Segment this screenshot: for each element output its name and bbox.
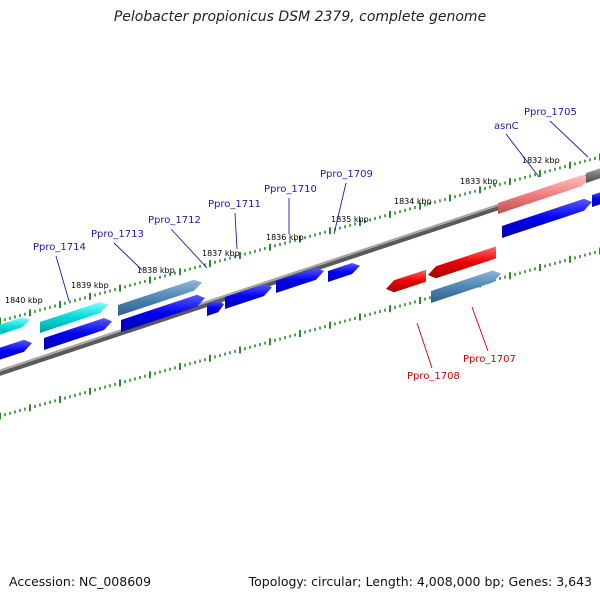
scale-label: 1839 kbp [71, 281, 109, 290]
gene-label-forward: Ppro_1705 [524, 107, 577, 118]
accession-label: Accession: NC_008609 [9, 574, 152, 589]
gene-arrow-salmon [498, 175, 590, 214]
gene-leader-line [333, 182, 347, 235]
gene-arrow-cds [44, 318, 112, 350]
gene-arrow-steel [431, 270, 501, 303]
gene-arrow-cds [502, 198, 592, 238]
gene-arrow-cds [121, 294, 205, 332]
gene-leader-line [234, 212, 238, 250]
scale-label: 1832 kbp [522, 156, 560, 165]
scale-label: 1835 kbp [331, 215, 369, 224]
gene-label-forward: Ppro_1710 [264, 184, 317, 195]
scale-label: 1838 kbp [137, 266, 175, 275]
gene-label-forward: Ppro_1712 [148, 215, 201, 226]
gene-arrow-steel [118, 279, 202, 316]
scale-label: 1834 kbp [394, 197, 432, 206]
gene-arrow-gray [586, 168, 600, 183]
gene-label-reverse: Ppro_1708 [407, 371, 460, 382]
gene-label-forward: Ppro_1713 [91, 229, 144, 240]
gene-leader-line [505, 133, 540, 178]
gene-arrow-cds [0, 339, 32, 360]
gene-arrow-cds [276, 267, 324, 293]
scale-label: 1833 kbp [460, 177, 498, 186]
gene-label-forward: Ppro_1709 [320, 169, 373, 180]
gene-label-forward: asnC [494, 121, 519, 132]
gene-arrow-reverse [428, 246, 496, 279]
genome-stats-label: Topology: circular; Length: 4,008,000 bp… [248, 574, 592, 589]
gene-arrow-cyan [0, 317, 30, 335]
gene-leader-line [55, 255, 70, 302]
gene-leader-line [416, 322, 433, 369]
scale-label: 1836 kbp [266, 233, 304, 242]
gene-label-reverse: Ppro_1707 [463, 354, 516, 365]
gene-label-forward: Ppro_1714 [33, 242, 86, 253]
gene-leader-line [471, 306, 489, 352]
scale-label: 1840 kbp [5, 296, 43, 305]
gene-leader-line [549, 120, 589, 158]
gene-leader-line [113, 242, 143, 271]
gene-arrow-reverse [386, 269, 426, 293]
genome-title: Pelobacter propionicus DSM 2379, complet… [113, 9, 487, 25]
gene-arrow-cds [225, 284, 272, 309]
gene-label-forward: Ppro_1711 [208, 199, 261, 210]
gene-arrow-cyan [40, 302, 108, 333]
gene-arrow-cds [207, 300, 224, 316]
gene-arrow-cds [592, 192, 600, 207]
gene-arrow-cds [328, 263, 360, 282]
gene-leader-line [170, 228, 208, 269]
scale-label: 1837 kbp [202, 249, 240, 258]
